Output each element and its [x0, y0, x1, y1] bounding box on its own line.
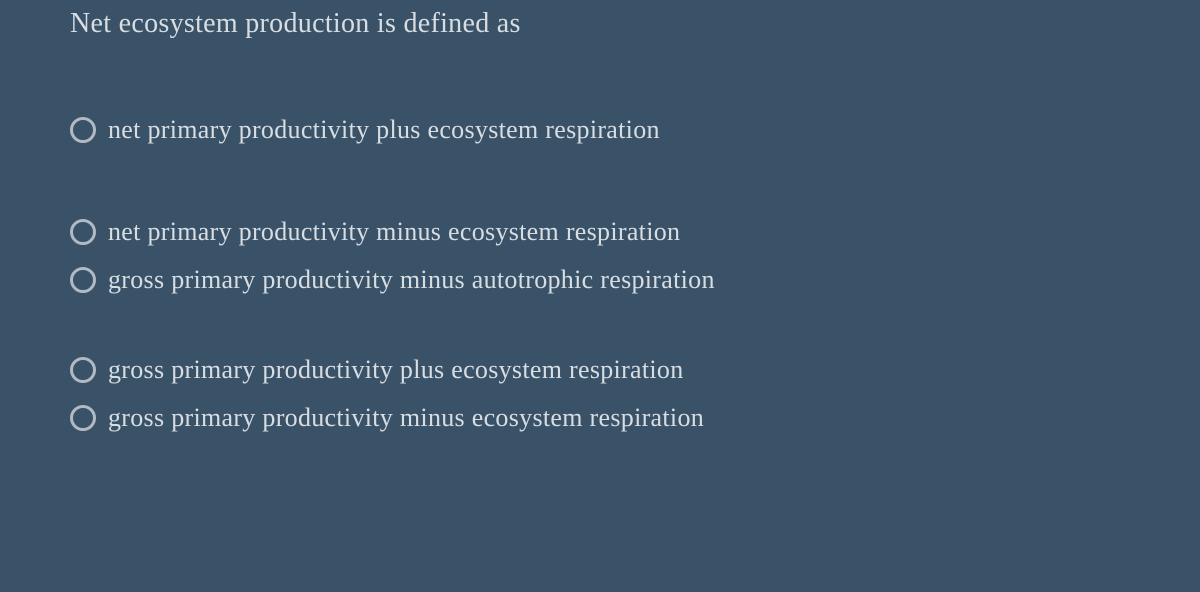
radio-button[interactable]	[70, 219, 96, 245]
options-container: net primary productivity plus ecosystem …	[70, 115, 1130, 433]
radio-button[interactable]	[70, 357, 96, 383]
option-label: net primary productivity plus ecosystem …	[108, 115, 660, 145]
option-row[interactable]: gross primary productivity minus ecosyst…	[70, 403, 1130, 433]
option-label: gross primary productivity plus ecosyste…	[108, 355, 684, 385]
option-label: gross primary productivity minus autotro…	[108, 265, 715, 295]
option-label: net primary productivity minus ecosystem…	[108, 217, 680, 247]
option-row[interactable]: gross primary productivity plus ecosyste…	[70, 355, 1130, 385]
option-row[interactable]: net primary productivity minus ecosystem…	[70, 217, 1130, 247]
radio-button[interactable]	[70, 267, 96, 293]
question-text: Net ecosystem production is defined as	[70, 8, 1130, 40]
option-label: gross primary productivity minus ecosyst…	[108, 403, 704, 433]
option-row[interactable]: gross primary productivity minus autotro…	[70, 265, 1130, 295]
option-row[interactable]: net primary productivity plus ecosystem …	[70, 115, 1130, 145]
radio-button[interactable]	[70, 405, 96, 431]
radio-button[interactable]	[70, 117, 96, 143]
